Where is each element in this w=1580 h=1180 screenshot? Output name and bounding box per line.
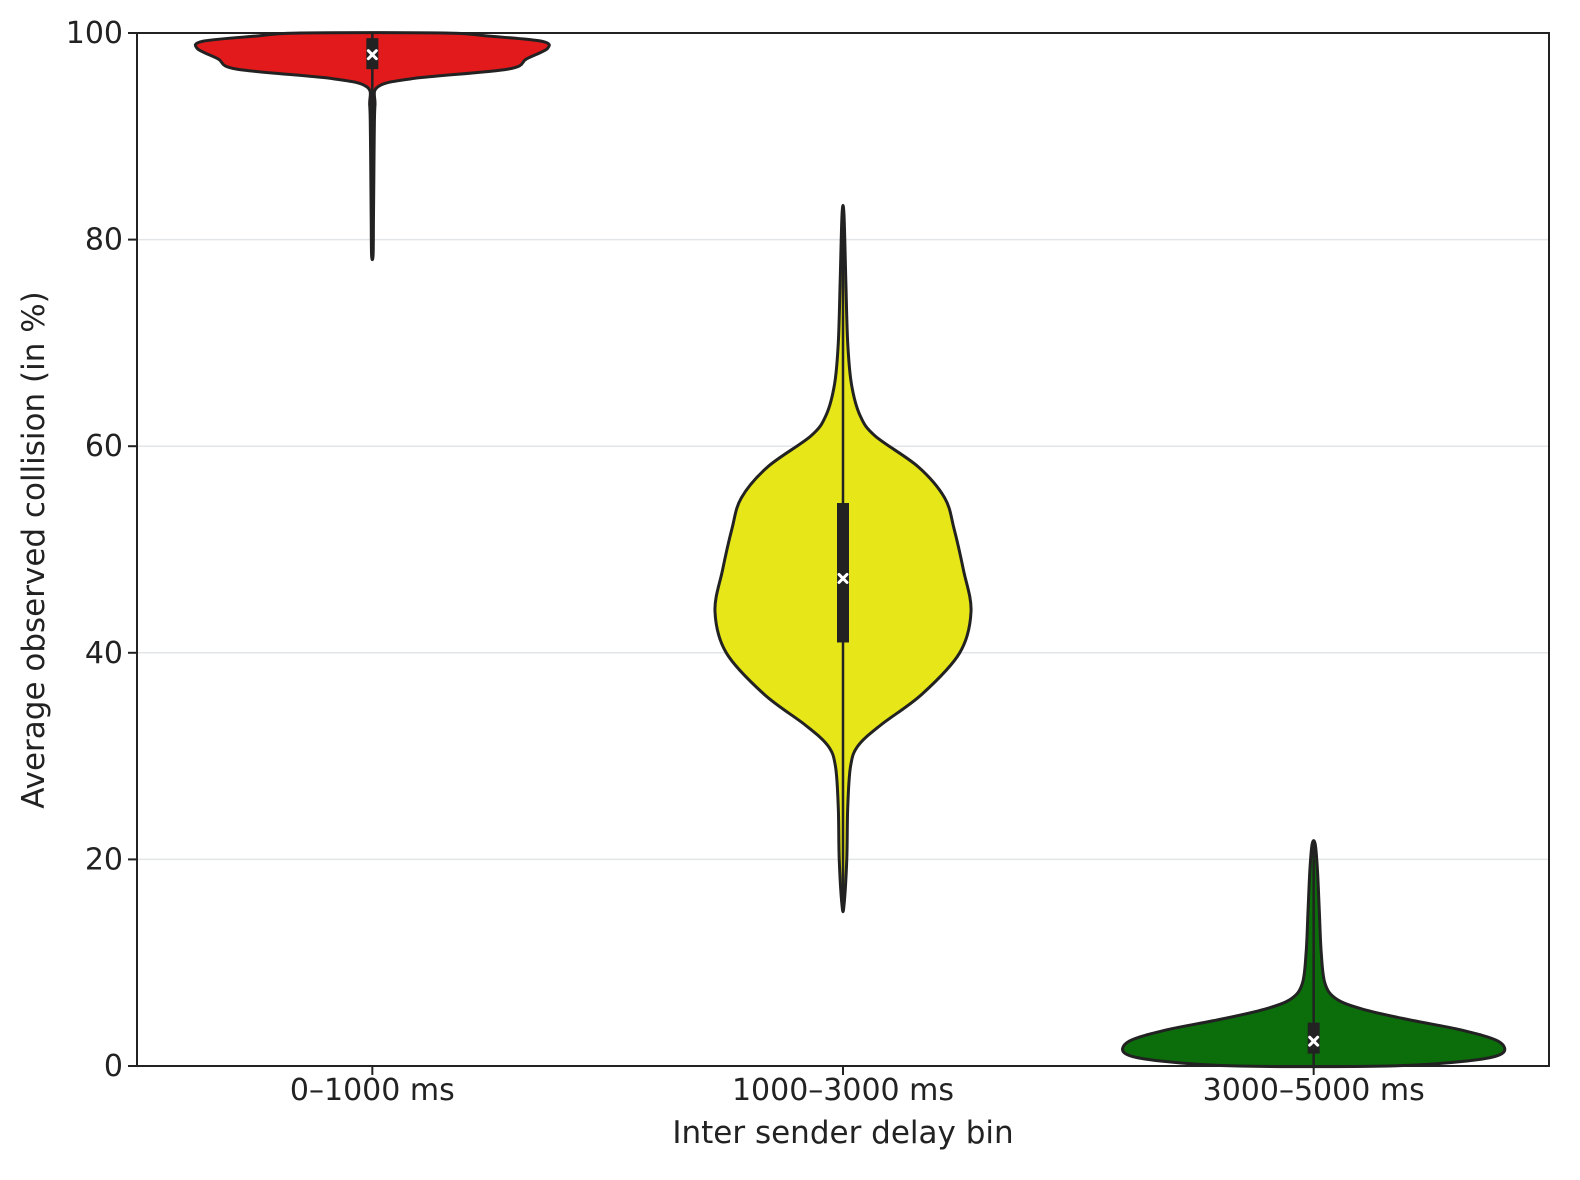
axis-ticks: 0 20 40 60 80 100 0–1000 ms 1000–3000 ms 3000–50… <box>66 16 1425 1108</box>
violins <box>193 31 1507 1069</box>
x-tick-label: 0–1000 ms <box>290 1073 455 1108</box>
x-axis-title: Inter sender delay bin <box>672 1115 1013 1151</box>
y-tick-label: 100 <box>66 16 123 51</box>
y-tick-label: 20 <box>85 842 123 877</box>
violin-iqr-box <box>837 503 849 643</box>
x-tick-label: 1000–3000 ms <box>732 1073 954 1108</box>
y-tick-label: 60 <box>85 429 123 464</box>
y-tick-label: 40 <box>85 636 123 671</box>
violin-median-marker <box>837 572 849 584</box>
x-tick-label: 3000–5000 ms <box>1203 1073 1425 1108</box>
violin-median-marker <box>1308 1035 1320 1047</box>
violin-median-marker <box>366 49 378 61</box>
y-axis-title: Average observed collision (in %) <box>16 291 52 809</box>
y-tick-label: 0 <box>104 1049 123 1084</box>
y-tick-label: 80 <box>85 223 123 258</box>
